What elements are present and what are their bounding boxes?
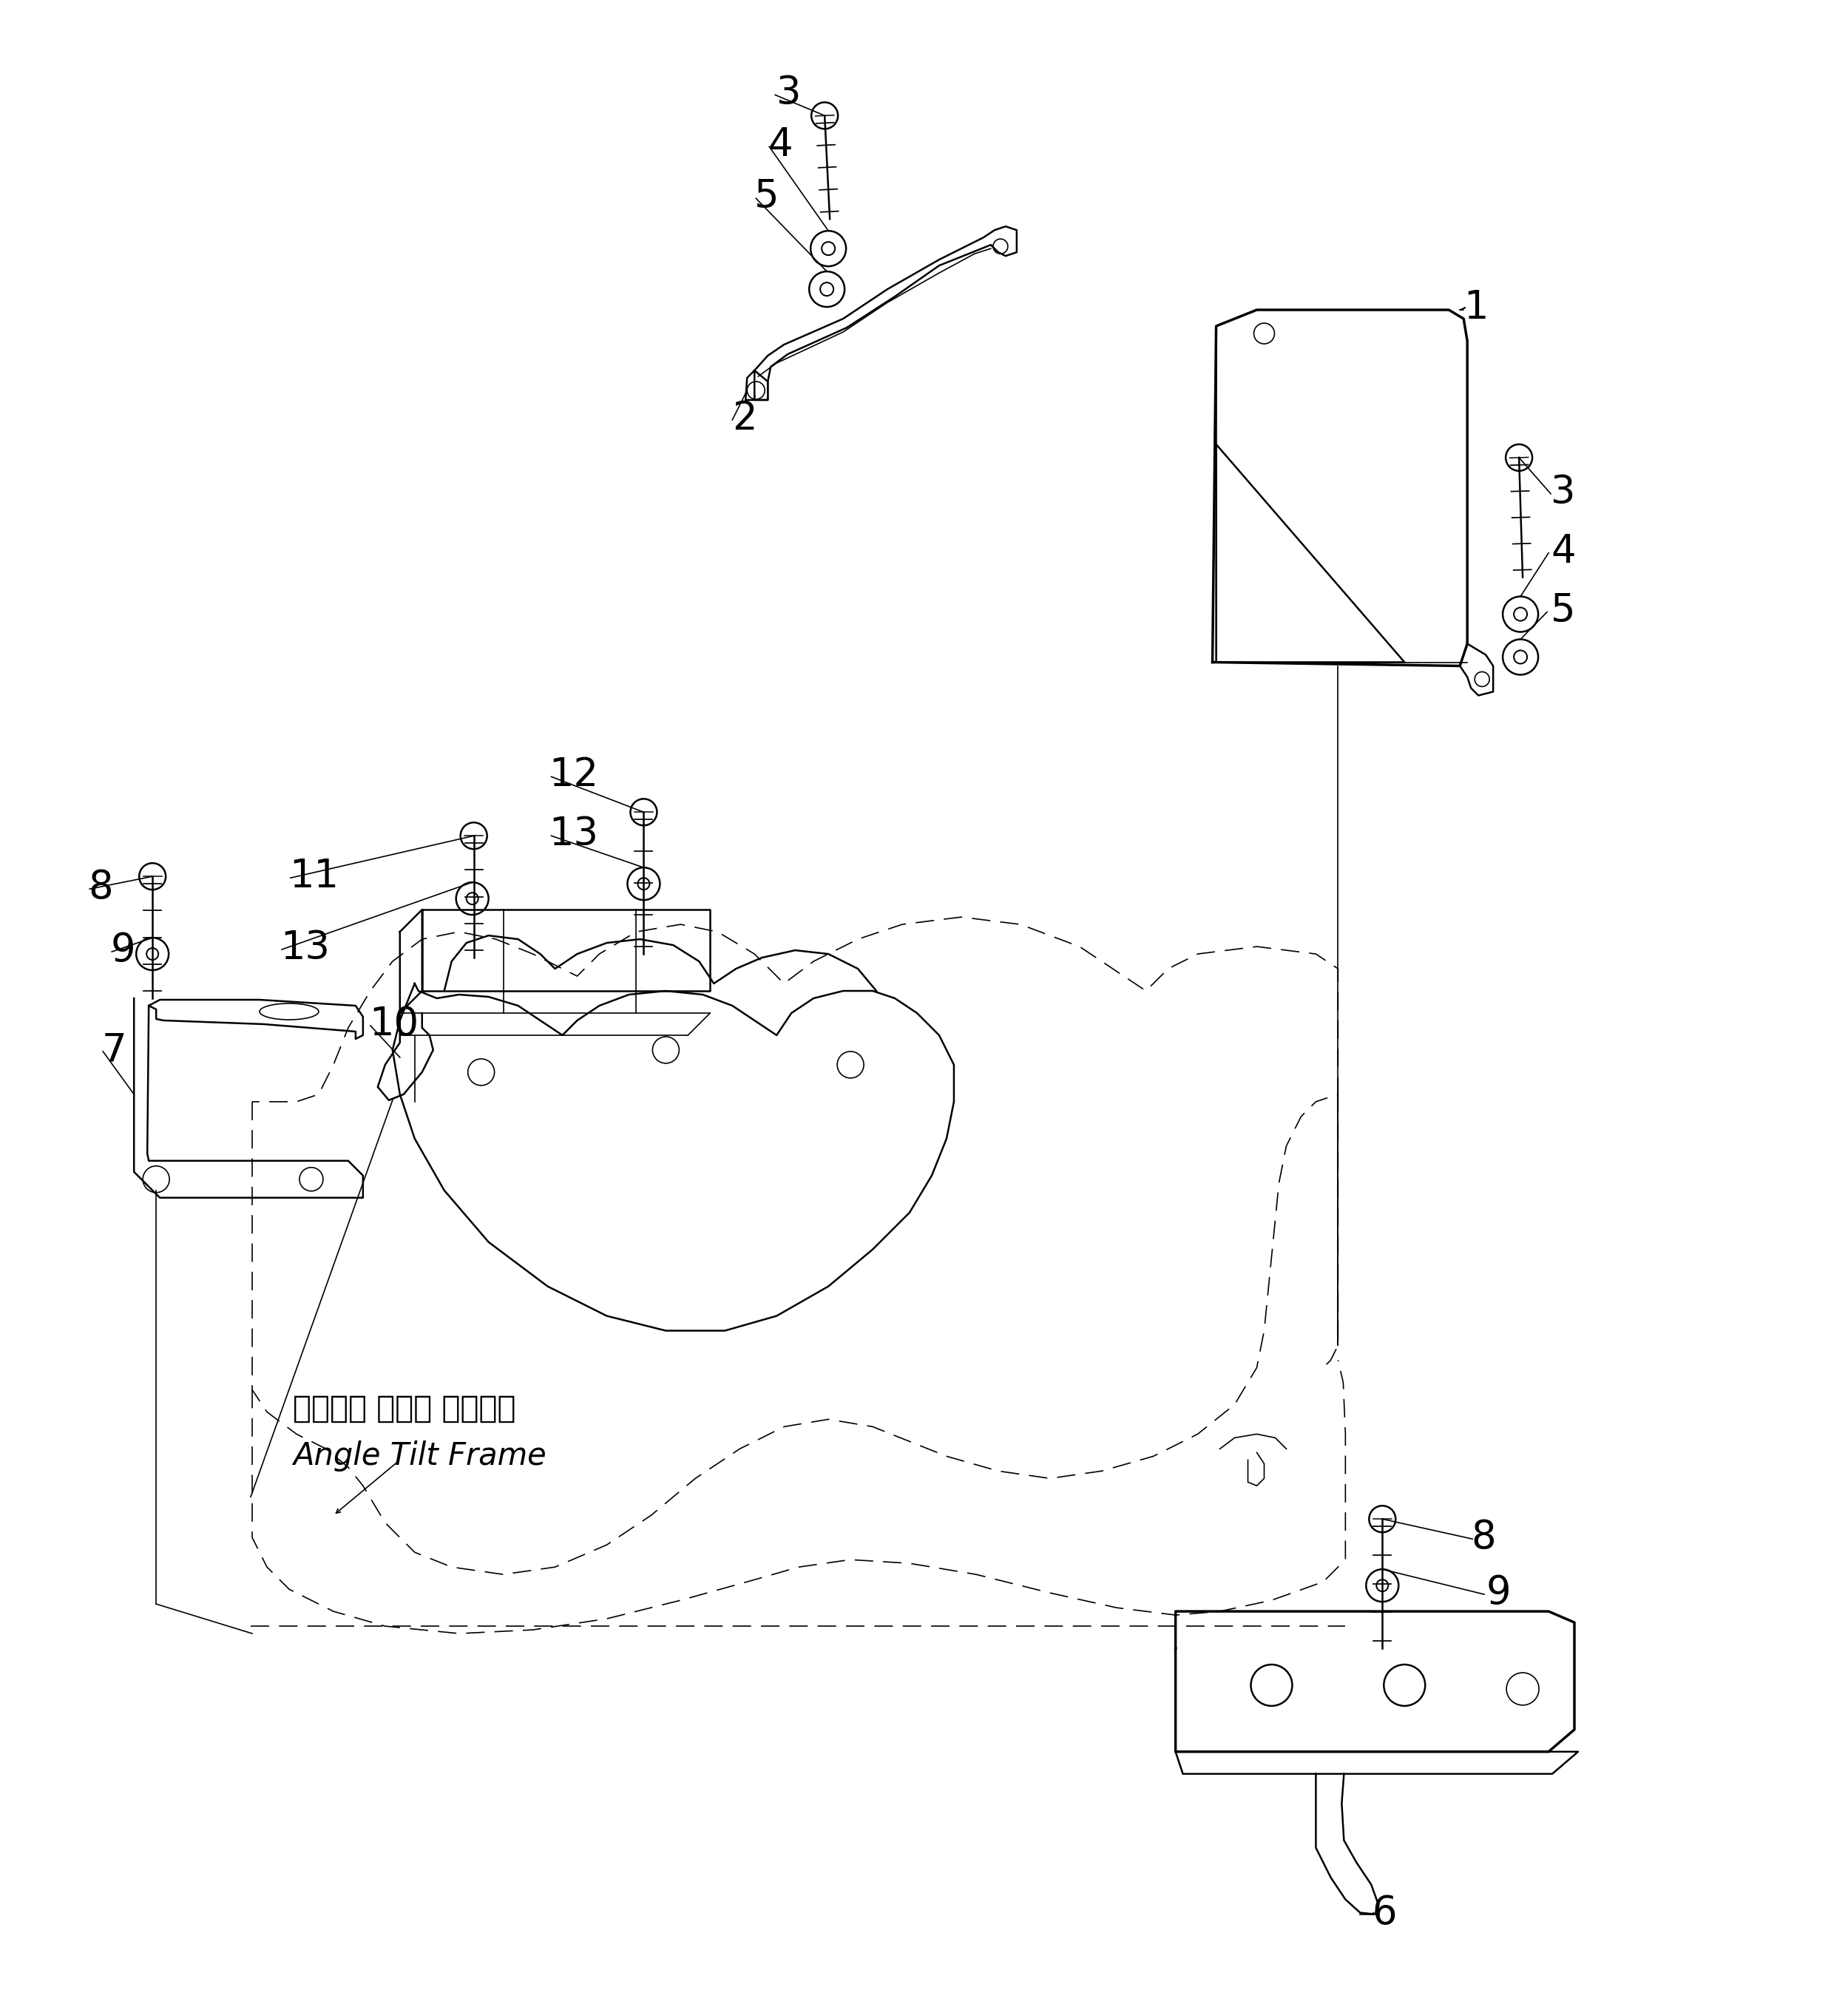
Text: 4: 4	[1550, 532, 1576, 570]
Text: 10: 10	[370, 1005, 418, 1043]
Circle shape	[1369, 1505, 1395, 1533]
Text: 7: 7	[102, 1031, 126, 1069]
Circle shape	[1506, 444, 1532, 470]
Text: 2: 2	[732, 400, 758, 438]
Text: 3: 3	[1550, 472, 1576, 512]
Text: 9: 9	[111, 930, 135, 970]
Text: 4: 4	[767, 126, 793, 164]
Text: 12: 12	[549, 756, 599, 794]
Circle shape	[811, 102, 837, 128]
Text: 13: 13	[549, 814, 599, 854]
Text: 3: 3	[776, 74, 802, 112]
Text: Angle Tilt Frame: Angle Tilt Frame	[292, 1441, 547, 1473]
Text: 5: 5	[754, 178, 780, 216]
Text: 6: 6	[1371, 1893, 1397, 1931]
Circle shape	[139, 862, 166, 890]
Text: 8: 8	[89, 868, 113, 906]
Circle shape	[630, 798, 658, 826]
Text: 11: 11	[288, 856, 338, 896]
Text: 8: 8	[1471, 1519, 1495, 1557]
Text: アングル チルト フレーム: アングル チルト フレーム	[292, 1393, 516, 1425]
Text: 13: 13	[281, 928, 329, 966]
Circle shape	[460, 822, 488, 848]
Text: 5: 5	[1550, 590, 1576, 630]
Text: 1: 1	[1464, 288, 1488, 326]
Text: 9: 9	[1486, 1573, 1510, 1613]
